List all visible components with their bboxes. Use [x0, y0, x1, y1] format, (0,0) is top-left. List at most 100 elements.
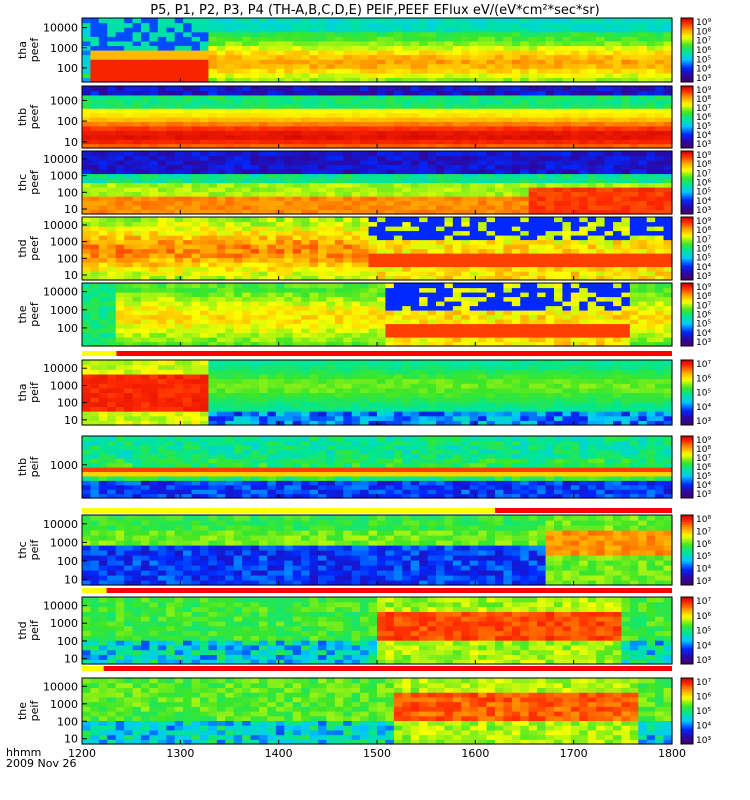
spectrogram-cell: [166, 151, 176, 157]
spectrogram-cell: [259, 271, 269, 277]
spectrogram-cell: [646, 143, 656, 149]
spectrogram-cell: [604, 178, 614, 184]
spectrogram-cell: [554, 230, 564, 236]
spectrogram-cell: [368, 323, 378, 329]
spectrogram-cell: [124, 45, 134, 51]
spectrogram-cell: [554, 323, 564, 329]
spectrogram-cell: [141, 182, 151, 188]
spectrogram-cell: [469, 178, 479, 184]
spectrogram-cell: [419, 332, 429, 338]
spectrogram-cell: [250, 275, 260, 281]
spectrogram-cell: [90, 314, 100, 320]
spectrogram-cell: [259, 301, 269, 307]
spectrogram-cell: [208, 68, 218, 74]
spectrogram-cell: [570, 200, 580, 206]
spectrogram-cell: [377, 99, 387, 105]
spectrogram-cell: [326, 27, 336, 33]
spectrogram-cell: [377, 328, 387, 334]
spectrogram-cell: [511, 226, 521, 232]
spectrogram-cell: [410, 22, 420, 28]
spectrogram-cell: [427, 319, 437, 325]
spectrogram-cell: [385, 328, 395, 334]
spectrogram-cell: [427, 196, 437, 202]
spectrogram-cell: [284, 45, 294, 51]
spectrogram-cell: [444, 164, 454, 170]
spectrogram-cell: [596, 173, 606, 179]
spectrogram-cell: [115, 160, 125, 166]
spectrogram-cell: [393, 63, 403, 69]
spectrogram-cell: [368, 31, 378, 37]
spectrogram-cell: [655, 86, 665, 92]
spectrogram-cell: [638, 68, 648, 74]
spectrogram-cell: [621, 209, 631, 215]
colorbar-tick-label: 10⁴: [696, 65, 711, 75]
spectrogram-cell: [98, 239, 108, 245]
spectrogram-cell: [124, 205, 134, 211]
colorbar-segment: [681, 248, 693, 252]
spectrogram-cell: [638, 50, 648, 56]
spectrogram-cell: [90, 287, 100, 293]
spectrogram-cell: [141, 36, 151, 42]
spectrogram-cell: [309, 112, 319, 118]
spectrogram-cell: [528, 217, 538, 223]
colorbar-segment: [681, 79, 693, 83]
spectrogram-cell: [98, 287, 108, 293]
spectrogram-cell: [309, 226, 319, 232]
spectrogram-cell: [208, 296, 218, 302]
spectrogram-cell: [436, 337, 446, 343]
spectrogram-cell: [385, 77, 395, 83]
spectrogram-cell: [604, 248, 614, 254]
spectrogram-cell: [174, 271, 184, 277]
spectrogram-cell: [486, 130, 496, 136]
spectrogram-cell: [107, 99, 117, 105]
spectrogram-cell: [318, 266, 328, 272]
spectrogram-cell: [351, 200, 361, 206]
spectrogram-cell: [368, 239, 378, 245]
spectrogram-cell: [115, 45, 125, 51]
spectrogram-cell: [520, 341, 530, 347]
spectrogram-cell: [90, 266, 100, 272]
spectrogram-cell: [115, 283, 125, 289]
spectrogram-cell: [157, 63, 167, 69]
spectrogram-cell: [242, 196, 252, 202]
colorbar-segment: [681, 129, 693, 132]
colorbar-segment: [681, 165, 693, 169]
spectrogram-cell: [579, 31, 589, 37]
spectrogram-cell: [326, 173, 336, 179]
spectrogram-cell: [132, 209, 142, 215]
spectrogram-cell: [427, 130, 437, 136]
spectrogram-cell: [554, 314, 564, 320]
spectrogram-cell: [537, 50, 547, 56]
spectrogram-cell: [655, 253, 665, 259]
spectrogram-cell: [587, 323, 597, 329]
spectrogram-cell: [166, 112, 176, 118]
spectrogram-cell: [528, 112, 538, 118]
spectrogram-cell: [183, 239, 193, 245]
spectrogram-cell: [132, 271, 142, 277]
spectrogram-cell: [545, 283, 555, 289]
spectrogram-cell: [629, 257, 639, 263]
spectrogram-cell: [334, 221, 344, 227]
spectrogram-cell: [292, 160, 302, 166]
spectrogram-cell: [225, 187, 235, 193]
spectrogram-cell: [233, 121, 243, 127]
spectrogram-cell: [292, 217, 302, 223]
spectrogram-cell: [191, 68, 201, 74]
spectrogram-cell: [216, 244, 226, 250]
spectrogram-cell: [334, 99, 344, 105]
spectrogram-cell: [436, 187, 446, 193]
spectrogram-cell: [174, 72, 184, 79]
spectrogram-cell: [225, 134, 235, 140]
spectrogram-cell: [486, 200, 496, 206]
spectrogram-cell: [292, 108, 302, 114]
spectrogram-cell: [141, 27, 151, 33]
spectrogram-cell: [107, 68, 117, 74]
spectrogram-cell: [132, 217, 142, 223]
spectrogram-cell: [166, 305, 176, 311]
spectrogram-cell: [174, 226, 184, 232]
spectrogram-cell: [537, 221, 547, 227]
spectrogram-cell: [267, 226, 277, 232]
spectrogram-cell: [646, 209, 656, 215]
spectrogram-cell: [393, 257, 403, 263]
spectrogram-cell: [495, 125, 505, 131]
